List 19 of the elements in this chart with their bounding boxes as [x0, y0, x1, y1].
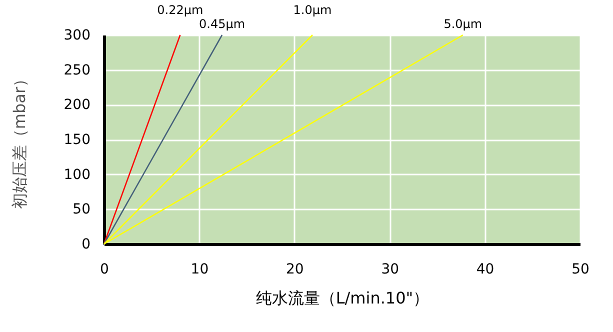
x-tick-label: 20 [286, 262, 304, 278]
y-axis-title: 初始压差（mbar） [10, 70, 29, 210]
x-tick-label: 50 [572, 262, 590, 278]
x-tick-label: 30 [381, 262, 400, 278]
text: 0.22μm [157, 3, 204, 17]
y-tick-label: 250 [64, 62, 90, 78]
y-tick-label: 300 [64, 28, 90, 44]
y-tick-label: 50 [72, 202, 90, 218]
x-tick-label: 0 [100, 262, 109, 278]
y-tick-label: 200 [64, 97, 90, 114]
y-tick-label: 100 [64, 166, 90, 183]
x-tick-label: 10 [190, 262, 209, 278]
x-tick-label: 40 [476, 262, 494, 278]
x-axis-title: 纯水流量（L/min.10"） [256, 288, 430, 308]
series-label: 0.45μm [199, 17, 246, 31]
text: 1.0μm [293, 3, 332, 17]
y-tick-label: 0 [82, 236, 90, 252]
series-label: 5.0μm [444, 17, 482, 31]
y-tick-label: 150 [64, 132, 90, 148]
